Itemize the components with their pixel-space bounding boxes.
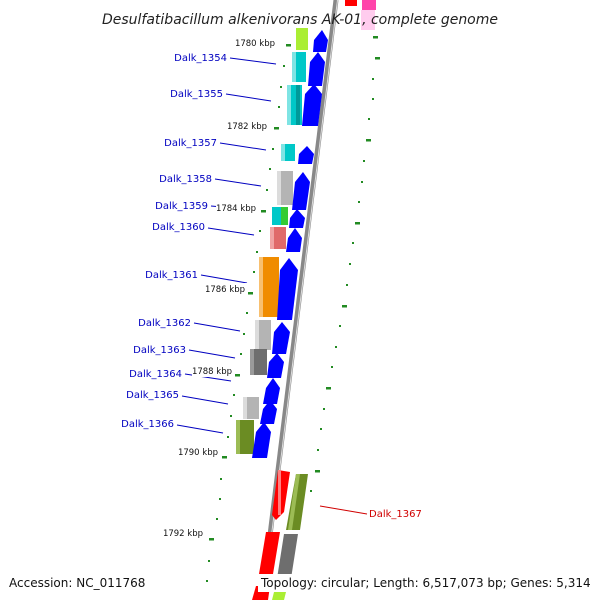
cds-arrow-dalk-1357 <box>298 146 314 164</box>
cds-minus-track <box>252 30 328 458</box>
gene-label-dalk-1357[interactable]: Dalk_1357 <box>164 138 217 149</box>
feature-block-pink-top <box>362 0 376 10</box>
cds-arrow-dalk-1358 <box>292 172 310 210</box>
scale-label-1780: 1780 kbp <box>235 39 275 49</box>
gene-block-dalk-1359 <box>272 207 281 225</box>
scale-label-1784: 1784 kbp <box>216 204 256 214</box>
gene-leader-lines <box>176 57 368 515</box>
gene-block-dalk-1366 <box>236 420 254 454</box>
gene-label-dalk-1364[interactable]: Dalk_1364 <box>129 369 182 380</box>
footer-accession-bg <box>6 574 148 592</box>
feature-block-lime-bottom <box>272 592 286 600</box>
cds-arrow-dalk-1359 <box>289 209 305 228</box>
feature-block-lime <box>296 28 308 50</box>
topology-text: Topology: circular; Length: 6,517,073 bp… <box>260 576 591 590</box>
scale-label-1782: 1782 kbp <box>227 122 267 132</box>
cog-color-track <box>236 28 308 454</box>
scale-labels: 1780 kbp 1782 kbp 1784 kbp 1786 kbp 1788… <box>163 37 278 539</box>
gene-label-dalk-1354[interactable]: Dalk_1354 <box>174 53 227 64</box>
gene-block-gray-lower <box>276 534 298 585</box>
scale-label-1786: 1786 kbp <box>205 285 245 295</box>
gene-block-dalk-1363 <box>250 349 267 375</box>
cds-arrow-dalk-1366 <box>252 422 271 458</box>
scale-label-1790: 1790 kbp <box>178 448 218 458</box>
gene-label-dalk-1355[interactable]: Dalk_1355 <box>170 89 223 100</box>
inner-tick-track <box>206 44 291 582</box>
cds-arrow-dalk-1361 <box>277 258 298 320</box>
gene-label-dalk-1358[interactable]: Dalk_1358 <box>159 174 212 185</box>
gene-label-dalk-1362[interactable]: Dalk_1362 <box>138 318 191 329</box>
gene-label-dalk-1365[interactable]: Dalk_1365 <box>126 390 179 401</box>
scale-label-1792: 1792 kbp <box>163 529 203 539</box>
cds-arrow-dalk-1365 <box>260 400 277 424</box>
gene-block-dalk-1361 <box>259 257 279 317</box>
gene-label-dalk-1361[interactable]: Dalk_1361 <box>145 270 198 281</box>
cds-arrow-dalk-1362 <box>272 322 290 354</box>
feature-block-red-top <box>345 0 357 6</box>
cds-arrow-dalk-1363 <box>267 353 284 378</box>
accession-text: Accession: NC_011768 <box>9 576 145 590</box>
footer-topology-bg <box>258 574 596 592</box>
gene-label-dalk-1363[interactable]: Dalk_1363 <box>133 345 186 356</box>
feature-block-pink-light <box>361 10 375 30</box>
cds-arrow-dalk-1360 <box>286 228 302 252</box>
gene-label-dalk-1367[interactable]: Dalk_1367 <box>369 509 422 520</box>
cds-arrow-dalk-1364 <box>263 378 280 404</box>
gene-label-dalk-1360[interactable]: Dalk_1360 <box>152 222 205 233</box>
gene-label-dalk-1359[interactable]: Dalk_1359 <box>155 201 208 212</box>
cds-arrow-red-lower <box>258 532 280 580</box>
outer-tick-track <box>310 36 380 492</box>
cds-arrow-dalk-1355 <box>302 84 322 126</box>
scale-label-1788: 1788 kbp <box>192 367 232 377</box>
cds-arrow-dalk-1354 <box>308 52 325 86</box>
cds-arrow <box>313 30 328 52</box>
plus-strand-track <box>252 470 308 600</box>
gene-label-dalk-1366[interactable]: Dalk_1366 <box>121 419 174 430</box>
genome-title: Desulfatibacillum alkenivorans AK-01, co… <box>102 12 498 28</box>
